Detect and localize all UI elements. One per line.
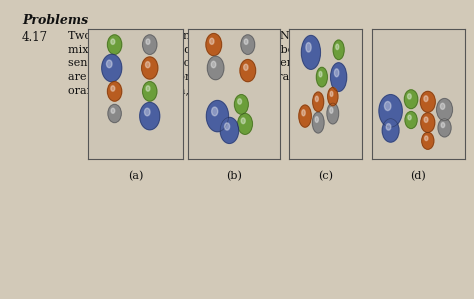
Circle shape	[235, 95, 248, 114]
Text: 4.17: 4.17	[22, 31, 48, 44]
Circle shape	[211, 61, 216, 68]
Text: mixed. Which of the diagrams (a)–(d) best repre-: mixed. Which of the diagrams (a)–(d) bes…	[68, 45, 343, 55]
Circle shape	[301, 36, 320, 69]
Circle shape	[422, 132, 434, 149]
Circle shape	[108, 82, 122, 101]
Circle shape	[111, 86, 115, 91]
Circle shape	[424, 96, 428, 102]
Circle shape	[302, 110, 305, 116]
Circle shape	[140, 103, 160, 130]
Circle shape	[438, 119, 451, 137]
Circle shape	[111, 108, 115, 113]
Circle shape	[241, 118, 245, 124]
Circle shape	[146, 39, 150, 45]
Circle shape	[379, 95, 402, 127]
Circle shape	[408, 115, 411, 120]
Circle shape	[437, 99, 453, 121]
Text: sents the mixture? For simplicity, water molecules: sents the mixture? For simplicity, water…	[68, 58, 352, 68]
Circle shape	[316, 67, 328, 87]
Circle shape	[313, 92, 324, 112]
Circle shape	[108, 104, 121, 123]
Circle shape	[207, 56, 224, 80]
Circle shape	[384, 101, 391, 111]
Text: (c): (c)	[318, 171, 333, 181]
Text: (b): (b)	[226, 171, 242, 181]
Circle shape	[107, 60, 112, 68]
Circle shape	[330, 63, 346, 91]
Circle shape	[424, 117, 428, 122]
Text: Problems: Problems	[22, 14, 88, 27]
Circle shape	[206, 33, 221, 56]
Circle shape	[108, 35, 122, 54]
Text: Two aqueous solutions of AgNO₃ and NaCl are: Two aqueous solutions of AgNO₃ and NaCl …	[68, 31, 330, 41]
Text: (d): (d)	[410, 171, 427, 181]
Text: orange, Na⁺ = green, NO₃⁻ = blue): orange, Na⁺ = green, NO₃⁻ = blue)	[68, 85, 267, 96]
Text: (a): (a)	[128, 171, 143, 181]
Circle shape	[334, 69, 339, 77]
Circle shape	[143, 35, 157, 54]
Text: are not shown. (Color codes: Ag⁺ = gray, Cl⁻ =: are not shown. (Color codes: Ag⁺ = gray,…	[68, 71, 332, 82]
Circle shape	[210, 38, 214, 44]
Circle shape	[441, 123, 445, 128]
Circle shape	[336, 44, 339, 50]
Circle shape	[299, 105, 311, 127]
Circle shape	[382, 119, 399, 142]
Circle shape	[145, 108, 150, 116]
Circle shape	[225, 123, 230, 130]
Circle shape	[420, 91, 435, 112]
Circle shape	[312, 112, 324, 133]
Circle shape	[404, 90, 418, 109]
Circle shape	[319, 71, 322, 77]
Circle shape	[421, 113, 435, 132]
Circle shape	[306, 42, 311, 52]
Circle shape	[142, 57, 158, 79]
Circle shape	[315, 117, 319, 122]
Circle shape	[333, 40, 344, 60]
Circle shape	[241, 35, 255, 54]
Circle shape	[408, 94, 411, 99]
Circle shape	[330, 91, 333, 96]
Circle shape	[405, 112, 417, 129]
Circle shape	[102, 54, 122, 82]
Circle shape	[220, 118, 238, 144]
Circle shape	[244, 39, 248, 45]
Circle shape	[206, 100, 228, 132]
Circle shape	[146, 62, 150, 68]
Circle shape	[111, 39, 115, 45]
Circle shape	[240, 60, 255, 82]
Circle shape	[440, 103, 445, 109]
Circle shape	[315, 96, 319, 102]
Circle shape	[386, 123, 391, 130]
Circle shape	[237, 99, 242, 104]
Circle shape	[237, 114, 252, 134]
Circle shape	[244, 64, 248, 70]
Circle shape	[330, 107, 333, 113]
Circle shape	[328, 88, 338, 106]
Circle shape	[146, 86, 150, 91]
Circle shape	[143, 82, 157, 101]
Circle shape	[211, 107, 218, 116]
Circle shape	[425, 136, 428, 141]
Circle shape	[327, 103, 338, 124]
